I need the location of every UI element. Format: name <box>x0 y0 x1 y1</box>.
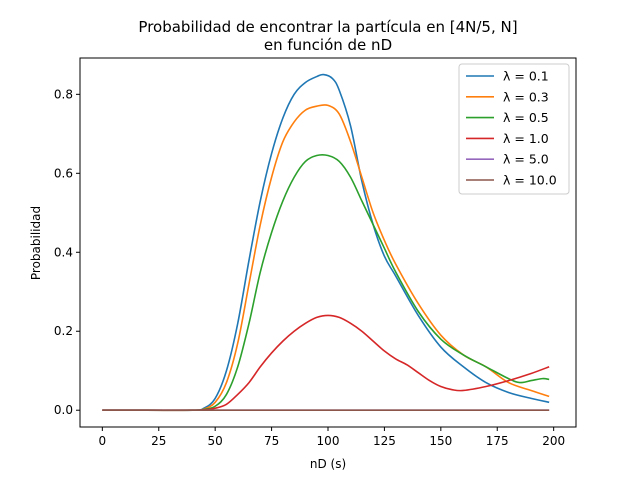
y-tick-label: 0.0 <box>54 403 73 417</box>
y-tick-label: 0.6 <box>54 166 73 180</box>
x-tick-label: 75 <box>264 434 279 448</box>
legend-label: λ = 0.1 <box>503 69 549 84</box>
legend-label: λ = 10.0 <box>503 173 557 188</box>
legend-label: λ = 1.0 <box>503 131 549 146</box>
legend-label: λ = 0.3 <box>503 89 549 104</box>
y-axis: 0.0 0.2 0.4 0.6 0.8 <box>54 87 80 417</box>
series-layer <box>102 73 550 412</box>
y-tick-label: 0.8 <box>54 87 73 101</box>
x-tick-label: 175 <box>486 434 509 448</box>
legend: λ = 0.1 λ = 0.3 λ = 0.5 λ = 1.0 λ = 5.0 λ = 1… <box>458 63 570 195</box>
chart-title-line1: Probabilidad de encontrar la partícula e… <box>138 18 517 36</box>
x-tick-label: 150 <box>429 434 452 448</box>
series-line-3 <box>102 314 550 412</box>
x-tick-label: 50 <box>208 434 223 448</box>
y-tick-label: 0.2 <box>54 324 73 338</box>
series-line-0 <box>102 73 550 412</box>
chart-title-line2: en función de nD <box>264 36 392 54</box>
x-axis-label: nD (s) <box>310 457 346 471</box>
y-axis-label: Probabilidad <box>29 206 43 280</box>
series-line-2 <box>102 153 550 412</box>
x-tick-label: 100 <box>317 434 340 448</box>
legend-label: λ = 0.5 <box>503 110 549 125</box>
x-axis: 0 25 50 75 100 125 150 175 200 <box>99 427 565 448</box>
y-tick-label: 0.4 <box>54 245 73 259</box>
legend-entries: λ = 0.1 λ = 0.3 λ = 0.5 λ = 1.0 λ = 5.0 λ = 1… <box>466 69 557 188</box>
series-line-1 <box>102 104 550 412</box>
x-tick-label: 200 <box>542 434 565 448</box>
x-tick-label: 125 <box>373 434 396 448</box>
x-tick-label: 25 <box>151 434 166 448</box>
x-tick-label: 0 <box>99 434 107 448</box>
legend-label: λ = 5.0 <box>503 152 549 167</box>
